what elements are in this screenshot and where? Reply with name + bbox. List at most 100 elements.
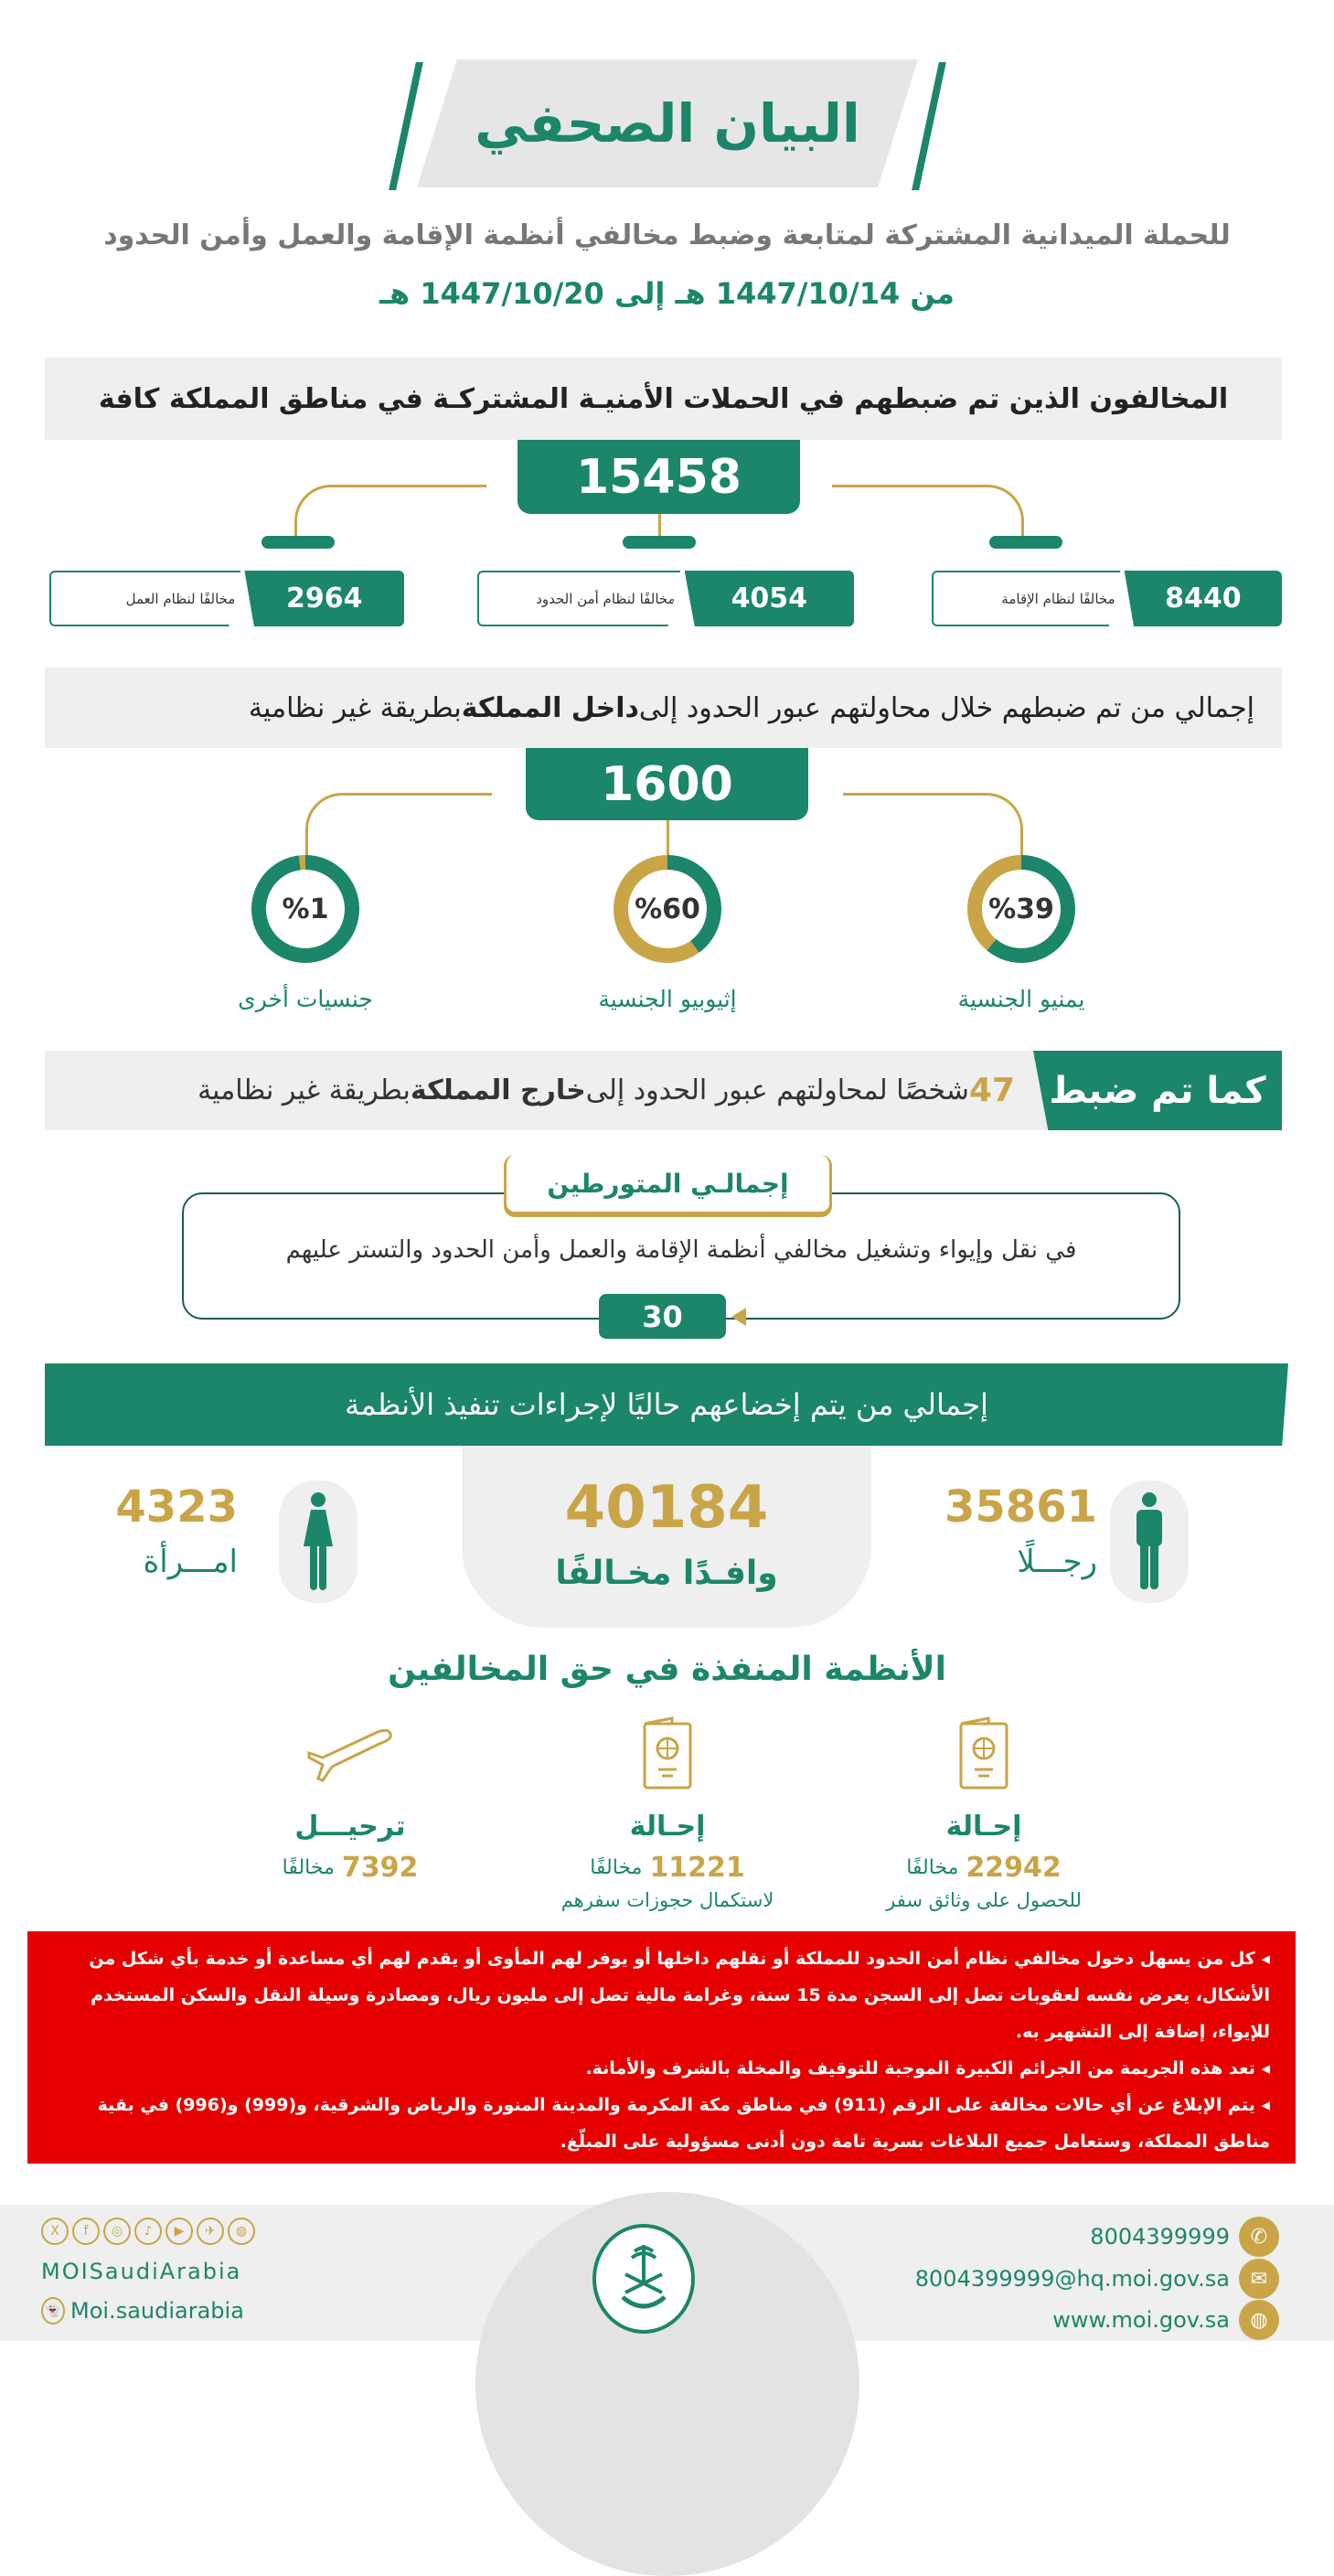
section3-band: كما تم ضبط 47 شخصًا لمحاولتهم عبور الحدو… xyxy=(45,1051,1282,1130)
email[interactable]: 8004399999@hq.moi.gov.sa ✉ xyxy=(915,2259,1279,2299)
stat-label: مخالفًا لنظام أمن الحدود xyxy=(477,571,681,626)
nationality-ring: %39 xyxy=(967,855,1075,963)
nationality-ring: %1 xyxy=(251,855,359,963)
emblem-icon xyxy=(621,2245,667,2309)
decor-slash xyxy=(389,62,423,190)
section3-text: شخصًا لمحاولتهم عبور الحدود إلى xyxy=(585,1074,969,1106)
woman-icon xyxy=(304,1492,333,1590)
nationality-label: إثيوبيو الجنسية xyxy=(598,986,737,1012)
connector-tab xyxy=(989,536,1062,549)
measure-value: 11221 مخالفًا xyxy=(530,1852,805,1884)
measure-unit: مخالفًا xyxy=(906,1856,959,1879)
warning-box: كل من يسهل دخول مخالفي نظام أمن الحدود ل… xyxy=(27,1931,1296,2164)
total-violators-label: وافـدًا مخـالفًا xyxy=(555,1555,778,1592)
warning-item: يتم الإبلاغ عن أي حالات مخالفة على الرقم… xyxy=(53,2087,1270,2160)
involved-text: في نقل وإيواء وتشغيل مخالفي أنظمة الإقام… xyxy=(285,1236,1077,1264)
date-range: من 1447/10/14 هـ إلى 1447/10/20 هـ xyxy=(379,276,955,311)
email-text: 8004399999@hq.moi.gov.sa xyxy=(914,2266,1230,2292)
phone-icon: ✆ xyxy=(1239,2217,1279,2257)
measure-title: ترحيـــل xyxy=(294,1811,406,1843)
stat-value: 8440 xyxy=(1124,571,1282,626)
section1-total: 15458 xyxy=(518,440,800,514)
section2-total: 1600 xyxy=(526,748,808,820)
social-icon[interactable]: ▶ xyxy=(165,2218,193,2245)
women-count: 4323 xyxy=(115,1481,238,1533)
snapchat-text: Moi.saudiarabia xyxy=(70,2298,244,2324)
section4-heading: إجمالي من يتم إخضاعهم حاليًا لإجراءات تن… xyxy=(45,1363,1288,1446)
passport-icon xyxy=(929,1712,1039,1794)
page-title: البيان الصحفي xyxy=(475,92,860,155)
title-banner: البيان الصحفي xyxy=(417,59,918,187)
measure-value: 22942 مخالفًا xyxy=(847,1852,1121,1884)
section2-heading-band: إجمالي من تم ضبطهم خلال محاولتهم عبور ال… xyxy=(45,668,1282,748)
stat-value: 4054 xyxy=(684,571,854,626)
measure-title: إحـالة xyxy=(945,1811,1022,1843)
subtitle: للحملة الميدانية المشتركة لمتابعة وضبط م… xyxy=(103,219,1231,251)
total-value: 1600 xyxy=(601,756,733,812)
outbound-count: 47 xyxy=(968,1072,1015,1109)
nationality-ring: %60 xyxy=(614,855,721,963)
social-icon[interactable]: f xyxy=(72,2218,100,2245)
nationality-percent: %39 xyxy=(982,870,1061,948)
website[interactable]: www.moi.gov.sa ◍ xyxy=(1052,2300,1279,2340)
connector-tab xyxy=(261,536,335,549)
total-violators: 40184 xyxy=(564,1474,769,1542)
women-label: امـــرأة xyxy=(143,1544,238,1580)
nationality-label: جنسيات أخرى xyxy=(238,986,373,1012)
measure-unit: مخالفًا xyxy=(590,1856,643,1879)
social-handle[interactable]: MOISaudiArabia xyxy=(41,2259,242,2284)
connector-tab xyxy=(623,536,696,549)
warning-item: كل من يسهل دخول مخالفي نظام أمن الحدود ل… xyxy=(53,1940,1270,2050)
measure-title: إحـالة xyxy=(629,1811,706,1843)
measure-number: 22942 xyxy=(966,1852,1062,1884)
stat-labor: 2964 مخالفًا لنظام العمل xyxy=(49,571,404,626)
phone-text: 8004399999 xyxy=(1090,2224,1230,2250)
phone[interactable]: 8004399999 ✆ xyxy=(1090,2217,1279,2257)
section1-heading: المخالفون الذين تم ضبطهم في الحملات الأم… xyxy=(98,382,1229,415)
nationality-percent: %1 xyxy=(266,870,345,948)
snapchat-handle[interactable]: 👻 Moi.saudiarabia xyxy=(41,2297,244,2325)
social-icon[interactable]: ◍ xyxy=(228,2218,255,2245)
measure-number: 7392 xyxy=(341,1852,419,1884)
snapchat-icon: 👻 xyxy=(41,2297,65,2325)
section3-bold: خارج المملكة xyxy=(410,1074,586,1106)
passport-icon xyxy=(613,1712,722,1794)
stat-value: 2964 xyxy=(244,571,404,626)
airplane-icon xyxy=(295,1712,405,1794)
heading-text: إجمالي من تم ضبطهم خلال محاولتهم عبور ال… xyxy=(638,691,1254,724)
section1-heading-band: المخالفون الذين تم ضبطهم في الحملات الأم… xyxy=(45,358,1282,440)
stat-border: 4054 مخالفًا لنظام أمن الحدود xyxy=(477,571,854,626)
connector xyxy=(294,485,486,540)
man-figure xyxy=(1110,1480,1189,1603)
involved-title: إجمالـي المتورطين xyxy=(504,1155,832,1214)
connector xyxy=(667,820,669,857)
nationality-label: يمنيو الجنسية xyxy=(957,986,1085,1012)
warning-item: تعد هذه الجريمة من الجرائم الكبيرة الموج… xyxy=(53,2050,1270,2087)
connector xyxy=(843,793,1023,857)
nationality-percent: %60 xyxy=(628,870,707,948)
men-count: 35861 xyxy=(944,1481,1097,1533)
decor-slash xyxy=(912,62,946,190)
social-icon[interactable]: X xyxy=(41,2218,69,2245)
connector xyxy=(658,514,661,541)
social-icon[interactable]: ◎ xyxy=(103,2218,131,2245)
stat-label: مخالفًا لنظام العمل xyxy=(49,571,241,626)
section3-text: بطريقة غير نظامية xyxy=(197,1074,411,1106)
heading-text: بطريقة غير نظامية xyxy=(248,691,462,724)
social-icon[interactable]: ✈ xyxy=(197,2218,224,2245)
measure-number: 11221 xyxy=(649,1852,745,1884)
measure-desc: لاستكمال حجوزات سفرهم xyxy=(560,1889,774,1911)
connector xyxy=(305,793,492,857)
stat-residency: 8440 مخالفًا لنظام الإقامة xyxy=(932,571,1282,626)
arrow-icon xyxy=(731,1308,746,1326)
involved-count: 30 xyxy=(599,1294,726,1339)
social-icon[interactable]: ♪ xyxy=(134,2218,162,2245)
measure-value: 7392 مخالفًا xyxy=(213,1852,487,1884)
heading-bold: داخل المملكة xyxy=(461,691,639,724)
mail-icon: ✉ xyxy=(1239,2259,1279,2299)
man-icon xyxy=(1137,1492,1162,1589)
website-text: www.moi.gov.sa xyxy=(1052,2307,1230,2333)
globe-icon: ◍ xyxy=(1239,2300,1279,2340)
woman-figure xyxy=(279,1480,358,1603)
